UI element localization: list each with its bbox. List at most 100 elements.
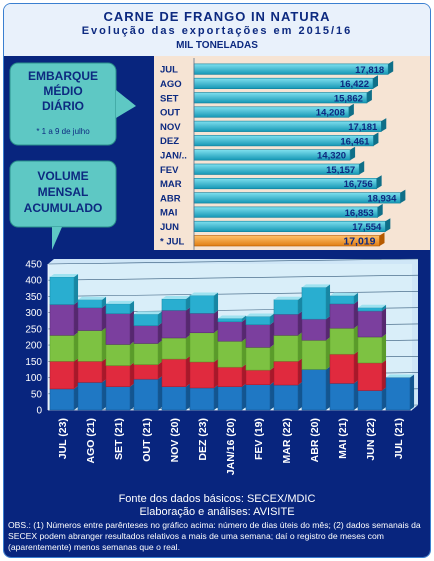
column-top	[273, 296, 303, 300]
bar-depth	[348, 103, 354, 118]
segment-depth	[242, 364, 247, 387]
badge-volume-title: MENSAL	[38, 185, 89, 199]
x-tick-label: OUT (21)	[141, 418, 153, 462]
stack-segment	[105, 365, 131, 387]
stack-segment	[77, 299, 103, 309]
bar-depth	[388, 60, 394, 75]
y-tick-label: 100	[25, 373, 42, 384]
stack-segment	[105, 303, 131, 314]
segment-depth	[130, 362, 135, 387]
segment-depth	[158, 361, 163, 380]
segment-depth	[74, 358, 79, 389]
column-top	[329, 292, 359, 296]
stack-segment	[189, 295, 215, 314]
x-tick-label: MAI (21)	[337, 418, 349, 459]
segment-depth	[270, 367, 275, 385]
segment-depth	[102, 304, 107, 331]
bar-depth	[359, 161, 365, 175]
unit-label: MIL TONELADAS	[176, 40, 258, 51]
badge-daily-arrow	[116, 90, 136, 118]
stack-segment	[245, 347, 271, 371]
value-label: 14,208	[316, 108, 345, 119]
segment-depth	[354, 351, 359, 384]
stack-segment	[357, 362, 383, 391]
value-label: 14,320	[317, 151, 346, 162]
header: CARNE DE FRANGO IN NATURA Evolução das e…	[4, 4, 430, 56]
x-tick-label: JUN (22)	[365, 418, 377, 461]
stack-segment	[301, 339, 327, 370]
stack-segment	[49, 361, 75, 390]
segment-depth	[130, 383, 135, 410]
footer: Fonte dos dados básicos: SECEX/MDIC Elab…	[4, 490, 430, 557]
category-label: DEZ	[160, 136, 179, 147]
category-label: * JUL	[160, 236, 184, 247]
stack-segment	[301, 318, 327, 341]
segment-depth	[214, 358, 219, 388]
infographic-frame: CARNE DE FRANGO IN NATURA Evolução das e…	[3, 3, 431, 558]
segment-depth	[382, 304, 387, 312]
column-top	[357, 304, 387, 308]
segment-depth	[158, 311, 163, 326]
segment-depth	[102, 296, 107, 308]
x-tick-label: ABR (20)	[309, 418, 321, 462]
stack-segment	[245, 324, 271, 348]
x-tick-label: JUL (21)	[393, 418, 405, 459]
stack-segment	[357, 390, 383, 411]
page-subtitle: Evolução das exportações em 2015/16	[81, 25, 353, 37]
y-tick-label: 300	[25, 308, 42, 319]
segment-depth	[186, 334, 191, 360]
segment-depth	[298, 311, 303, 336]
stack-segment	[161, 337, 187, 360]
segment-depth	[130, 300, 135, 314]
grid-line	[47, 291, 419, 297]
stack-segment	[273, 361, 299, 386]
stack-segment	[357, 307, 383, 312]
segment-depth	[214, 329, 219, 362]
badge-volume-title: ACUMULADO	[24, 201, 103, 215]
column-top	[245, 313, 275, 317]
segment-depth	[298, 358, 303, 386]
stack-segment	[273, 335, 299, 362]
segment-depth	[326, 366, 331, 410]
segment-depth	[270, 313, 275, 325]
value-label: 16,756	[344, 179, 373, 190]
stack-segment	[189, 361, 215, 389]
segment-depth	[130, 341, 135, 366]
stack-segment	[77, 382, 103, 411]
stack-segment	[161, 358, 187, 387]
stack-segment	[273, 384, 299, 411]
x-tick-label: MAR (22)	[281, 418, 293, 464]
stack-segment	[77, 361, 103, 383]
stack-segment	[329, 295, 355, 305]
segment-depth	[186, 383, 191, 410]
segment-depth	[130, 310, 135, 345]
source-note: Fonte dos dados básicos: SECEX/MDIC	[118, 493, 316, 505]
segment-depth	[326, 316, 331, 341]
category-label: SET	[160, 93, 179, 104]
segment-depth	[214, 310, 219, 333]
category-label: ABR	[160, 193, 181, 204]
value-label: 16,461	[340, 136, 370, 147]
stack-segment	[217, 386, 243, 411]
value-label: 17,818	[355, 65, 384, 76]
x-tick-label: JAN/16 (20)	[225, 418, 237, 475]
segment-depth	[382, 308, 387, 337]
x-tick-label: SET (21)	[113, 418, 125, 460]
badge-daily-title: MÉDIO	[43, 83, 82, 98]
stack-segment	[77, 307, 103, 331]
value-label: 18,934	[367, 193, 397, 204]
category-label: MAI	[160, 208, 177, 219]
value-label: 15,157	[326, 165, 355, 176]
segment-depth	[382, 334, 387, 363]
segment-depth	[242, 318, 247, 342]
bar-depth	[385, 218, 391, 232]
stack-segment	[329, 303, 355, 329]
segment-depth	[270, 344, 275, 371]
stack-segment	[329, 383, 355, 411]
segment-depth	[214, 384, 219, 410]
bar-depth	[400, 189, 406, 204]
segment-depth	[242, 315, 247, 322]
stack-segment	[385, 377, 411, 411]
stack-segment	[329, 353, 355, 384]
